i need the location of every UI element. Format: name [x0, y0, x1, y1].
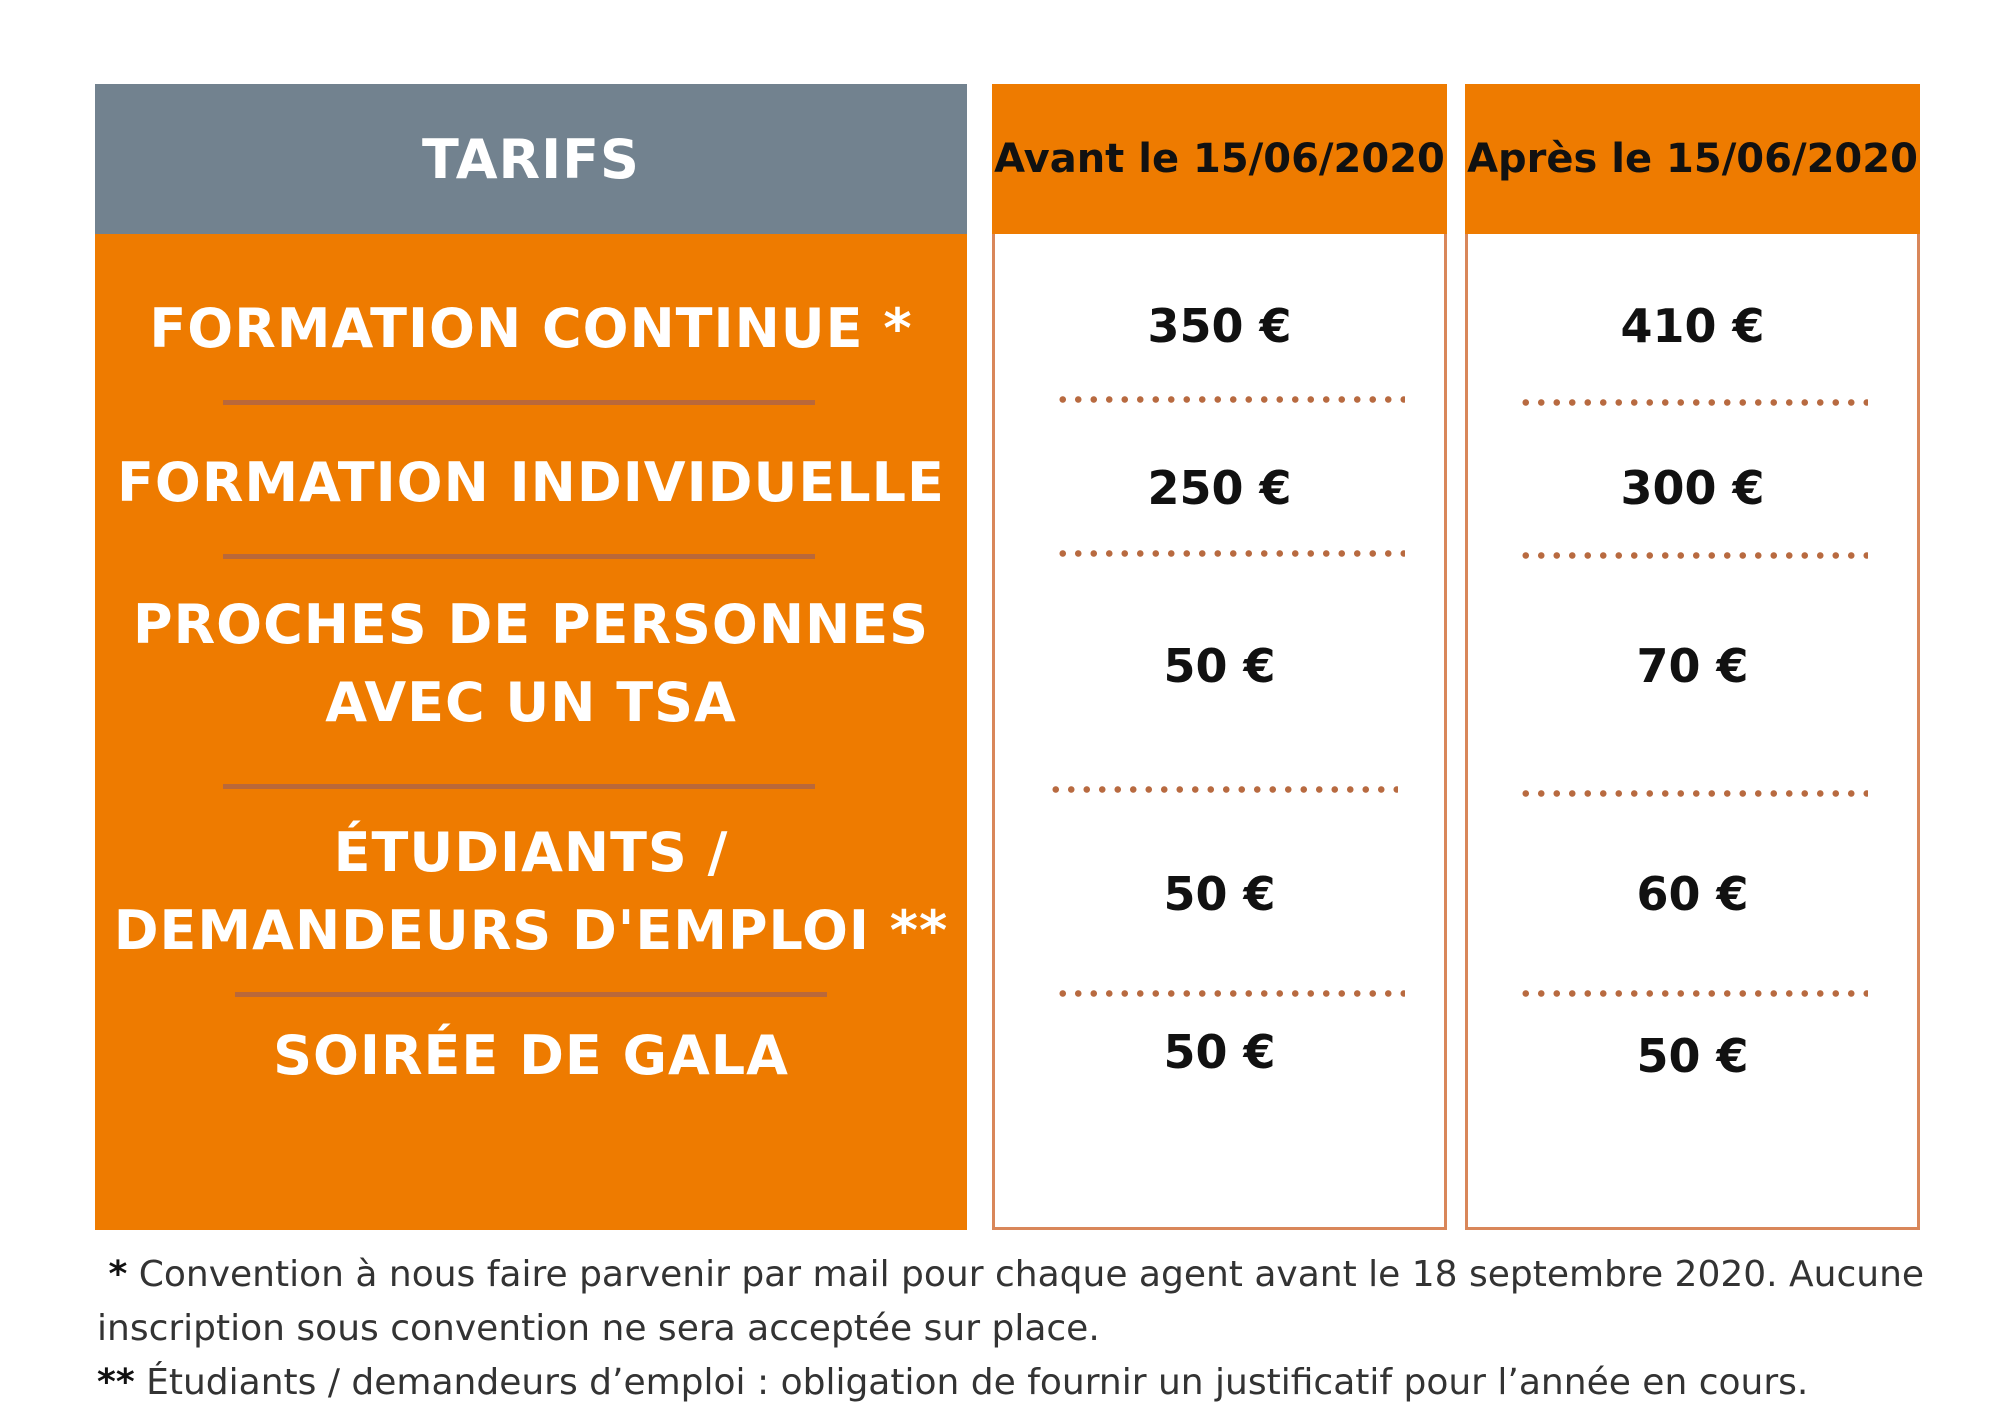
category-soiree-gala: SOIRÉE DE GALA [95, 1017, 967, 1095]
footnotes: * Convention à nous faire parvenir par m… [97, 1248, 1927, 1410]
tarifs-header: TARIFS [95, 84, 967, 234]
footnote-marker: * [108, 1254, 128, 1295]
category-line: PROCHES DE PERSONNES [133, 593, 929, 656]
category-divider [223, 400, 815, 405]
footnote-marker: ** [97, 1362, 135, 1403]
category-column: FORMATION CONTINUE * FORMATION INDIVIDUE… [95, 234, 967, 1230]
price-after-etudiants: 60 € [1636, 867, 1749, 921]
tarifs-title: TARIFS [422, 127, 640, 191]
category-divider [223, 554, 815, 559]
column-after: 410 € 300 € 70 € 60 € 50 € [1465, 234, 1920, 1230]
footnote-text: Convention à nous faire parvenir par mai… [97, 1254, 1925, 1349]
category-divider [223, 784, 815, 789]
dotted-divider [1055, 550, 1405, 557]
price-after-soiree-gala: 50 € [1636, 1029, 1749, 1083]
category-formation-individuelle: FORMATION INDIVIDUELLE [95, 444, 967, 522]
column-header-before-label: Avant le 15/06/2020 [994, 136, 1445, 182]
price-before-proches-tsa: 50 € [1163, 639, 1276, 693]
price-before-formation-continue: 350 € [1147, 299, 1292, 353]
dotted-divider [1518, 790, 1868, 797]
price-after-formation-continue: 410 € [1620, 299, 1765, 353]
category-line: ÉTUDIANTS / [333, 821, 729, 884]
footnote-etudiants: ** Étudiants / demandeurs d’emploi : obl… [97, 1356, 1927, 1410]
dotted-divider [1048, 786, 1398, 793]
dotted-divider [1518, 552, 1868, 559]
dotted-divider [1055, 990, 1405, 997]
category-line: DEMANDEURS D'EMPLOI ** [113, 899, 949, 962]
dotted-divider [1055, 396, 1405, 403]
column-header-before: Avant le 15/06/2020 [992, 84, 1447, 234]
footnote-text: Étudiants / demandeurs d’emploi : obliga… [146, 1362, 1809, 1403]
category-line: FORMATION INDIVIDUELLE [117, 451, 945, 514]
column-header-after: Après le 15/06/2020 [1465, 84, 1920, 234]
dotted-divider [1518, 990, 1868, 997]
category-proches-tsa: PROCHES DE PERSONNES AVEC UN TSA [95, 586, 967, 742]
price-before-soiree-gala: 50 € [1163, 1025, 1276, 1079]
price-after-formation-individuelle: 300 € [1620, 461, 1765, 515]
category-etudiants-demandeurs: ÉTUDIANTS / DEMANDEURS D'EMPLOI ** [95, 814, 967, 970]
category-formation-continue: FORMATION CONTINUE * [95, 290, 967, 368]
price-after-proches-tsa: 70 € [1636, 639, 1749, 693]
price-before-etudiants: 50 € [1163, 867, 1276, 921]
column-header-after-label: Après le 15/06/2020 [1467, 136, 1918, 182]
price-before-formation-individuelle: 250 € [1147, 461, 1292, 515]
category-line: AVEC UN TSA [325, 671, 737, 734]
dotted-divider [1518, 399, 1868, 406]
category-line: FORMATION CONTINUE * [149, 297, 913, 360]
category-line: SOIRÉE DE GALA [273, 1024, 789, 1087]
footnote-convention: * Convention à nous faire parvenir par m… [97, 1248, 1927, 1356]
category-divider [235, 992, 827, 997]
column-before: 350 € 250 € 50 € 50 € 50 € [992, 234, 1447, 1230]
